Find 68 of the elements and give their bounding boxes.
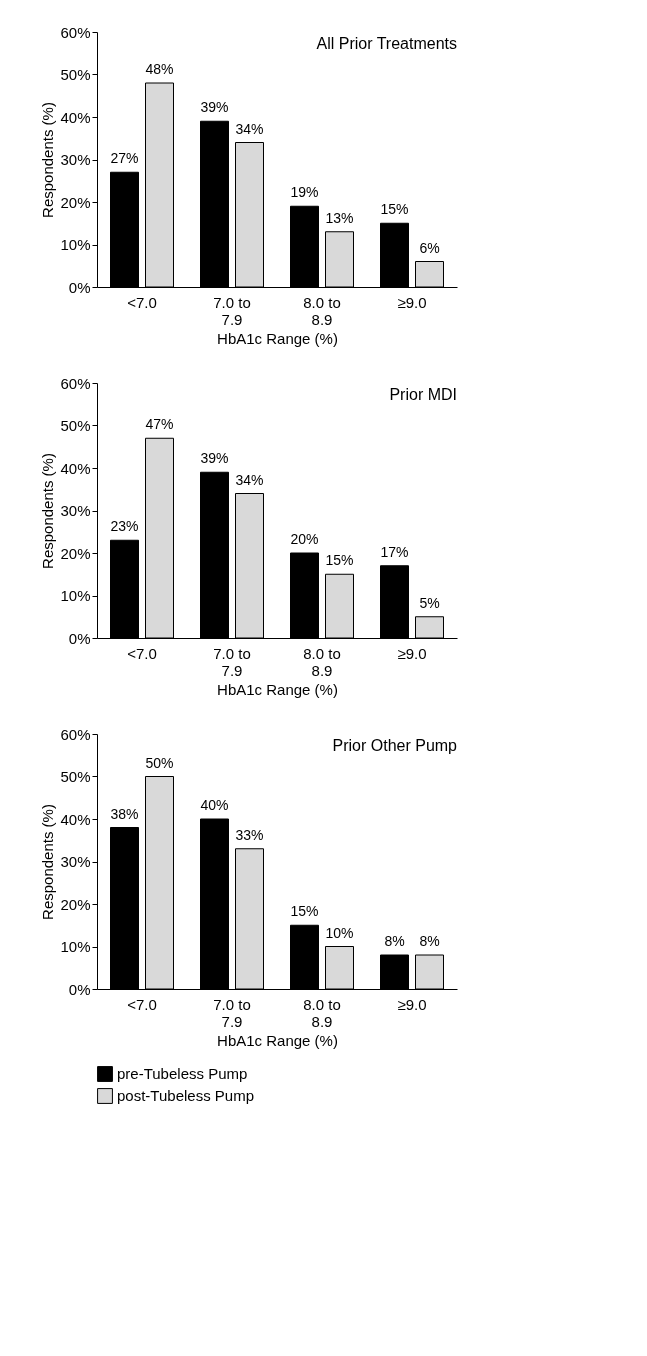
y-tick-label: 10% <box>60 587 91 604</box>
y-axis-title: Respondents (%) <box>39 804 57 920</box>
x-tick-label: ≥9.0 <box>397 293 427 311</box>
y-tick-label: 60% <box>60 23 91 41</box>
y-axis-title: Respondents (%) <box>39 102 57 218</box>
data-label: 47% <box>145 416 174 433</box>
x-tick-label: ≥9.0 <box>397 644 427 662</box>
y-tick-label: 30% <box>60 151 91 168</box>
chart-title: Prior MDI <box>389 386 457 403</box>
x-tick-label: <7.0 <box>127 293 157 311</box>
x-tick-label: 8.0 to 8.9 <box>303 995 341 1030</box>
data-label: 34% <box>235 120 264 137</box>
y-tick-label: 20% <box>60 544 91 562</box>
y-tick-label: 50% <box>60 417 91 434</box>
y-axis-title: Respondents (%) <box>39 453 57 569</box>
y-tick-label: 50% <box>60 768 91 785</box>
y-tick-label: 40% <box>60 108 91 126</box>
data-label: 34% <box>235 471 264 488</box>
data-label: 5% <box>419 594 440 611</box>
x-tick-label: <7.0 <box>127 644 157 662</box>
x-axis-title: HbA1c Range (%) <box>217 680 338 698</box>
data-label: 8% <box>384 933 405 949</box>
x-tick-label: <7.0 <box>127 995 157 1013</box>
data-label: 23% <box>110 518 139 535</box>
y-tick-label: 10% <box>60 938 91 955</box>
data-label: 39% <box>200 450 229 467</box>
x-tick-label: 8.0 to 8.9 <box>303 644 341 679</box>
x-tick-label: 7.0 to 7.9 <box>213 995 251 1030</box>
y-tick-label: 40% <box>60 459 91 477</box>
x-tick-label: 7.0 to 7.9 <box>213 644 251 679</box>
y-tick-label: 30% <box>60 853 91 870</box>
y-tick-label: 0% <box>68 629 91 647</box>
data-label: 10% <box>325 924 354 941</box>
x-axis-title: HbA1c Range (%) <box>217 329 338 347</box>
legend-label: pre-Tubeless Pump <box>117 1065 248 1082</box>
data-label: 33% <box>235 826 264 843</box>
data-label: 19% <box>290 184 319 201</box>
y-tick-label: 60% <box>60 725 91 743</box>
y-tick-label: 40% <box>60 810 91 828</box>
x-tick-label: 7.0 to 7.9 <box>213 293 251 328</box>
y-tick-label: 50% <box>60 66 91 83</box>
data-label: 15% <box>380 201 409 218</box>
x-tick-label: ≥9.0 <box>397 995 427 1013</box>
data-label: 15% <box>290 903 319 920</box>
y-tick-label: 0% <box>68 980 91 998</box>
y-tick-label: 20% <box>60 895 91 913</box>
data-label: 15% <box>325 552 354 569</box>
data-label: 27% <box>110 150 139 167</box>
y-tick-label: 20% <box>60 193 91 211</box>
x-tick-label: 8.0 to 8.9 <box>303 293 341 328</box>
y-tick-label: 30% <box>60 502 91 519</box>
chart-title: All Prior Treatments <box>316 35 457 52</box>
x-axis-title: HbA1c Range (%) <box>217 1031 338 1049</box>
y-tick-label: 10% <box>60 236 91 253</box>
legend-label: post-Tubeless Pump <box>117 1087 255 1104</box>
data-label: 8% <box>419 933 440 949</box>
data-label: 20% <box>290 531 319 547</box>
data-label: 48% <box>145 61 174 77</box>
data-label: 40% <box>200 797 229 813</box>
data-label: 39% <box>200 99 229 116</box>
y-tick-label: 0% <box>68 278 91 296</box>
data-label: 50% <box>145 754 174 771</box>
y-tick-label: 60% <box>60 374 91 392</box>
data-label: 17% <box>380 543 409 560</box>
data-label: 6% <box>419 239 440 256</box>
chart-title: Prior Other Pump <box>332 737 458 754</box>
data-label: 13% <box>325 209 354 226</box>
data-label: 38% <box>110 805 139 822</box>
